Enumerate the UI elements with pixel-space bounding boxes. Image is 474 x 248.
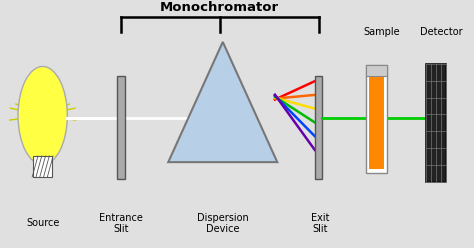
Text: Dispersion
Device: Dispersion Device xyxy=(197,213,249,234)
Text: Sample: Sample xyxy=(363,27,400,37)
Bar xyxy=(315,76,322,179)
Polygon shape xyxy=(168,42,277,162)
Text: Source: Source xyxy=(26,218,59,228)
Bar xyxy=(426,64,446,182)
Ellipse shape xyxy=(18,66,67,165)
Text: Monochromator: Monochromator xyxy=(160,1,279,14)
Text: Entrance
Slit: Entrance Slit xyxy=(99,213,143,234)
Text: Exit
Slit: Exit Slit xyxy=(310,213,329,234)
Bar xyxy=(366,65,387,173)
Text: Detector: Detector xyxy=(419,27,462,37)
Bar xyxy=(366,65,387,76)
Bar xyxy=(369,76,384,169)
Bar xyxy=(33,156,52,177)
Bar xyxy=(117,76,125,179)
